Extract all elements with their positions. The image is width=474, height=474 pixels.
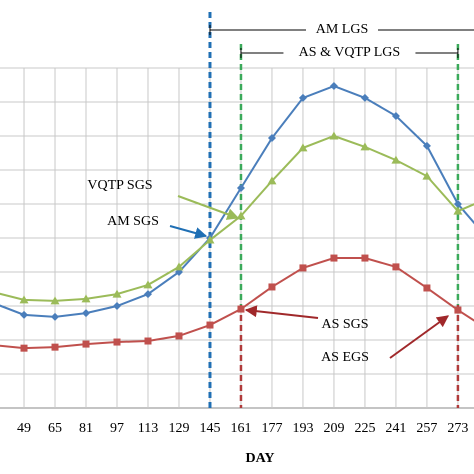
point bbox=[361, 254, 369, 262]
x-tick-label: 209 bbox=[323, 421, 344, 436]
annotation-arrow bbox=[389, 315, 449, 359]
point bbox=[20, 344, 28, 352]
point bbox=[19, 295, 29, 304]
point bbox=[329, 131, 339, 140]
point bbox=[144, 337, 152, 345]
point bbox=[143, 280, 153, 289]
point bbox=[360, 142, 370, 151]
x-tick-label: 49 bbox=[17, 421, 31, 436]
x-tick-label: 225 bbox=[354, 421, 375, 436]
point bbox=[299, 264, 307, 272]
point bbox=[453, 200, 462, 208]
x-tick-label: 257 bbox=[416, 421, 437, 436]
point bbox=[453, 206, 463, 215]
x-tick-label: 241 bbox=[385, 421, 406, 436]
x-tick-label: 65 bbox=[48, 421, 62, 436]
point bbox=[143, 290, 152, 299]
bracket-label: AM LGS bbox=[316, 22, 369, 37]
point bbox=[454, 306, 462, 314]
annotation: AS EGS bbox=[321, 350, 369, 365]
annotation: VQTP SGS bbox=[87, 178, 152, 193]
x-tick-label: 161 bbox=[230, 421, 251, 436]
x-tick-label: 273 bbox=[447, 421, 468, 436]
annotation: AS SGS bbox=[321, 317, 368, 332]
point bbox=[50, 296, 60, 305]
point bbox=[113, 338, 121, 346]
point bbox=[236, 184, 245, 193]
x-tick-label: 193 bbox=[292, 421, 313, 436]
x-tick-label: 113 bbox=[138, 421, 158, 436]
point bbox=[391, 111, 400, 120]
point bbox=[422, 171, 432, 180]
point bbox=[20, 310, 29, 319]
point bbox=[112, 302, 121, 310]
x-tick-label: 177 bbox=[261, 421, 282, 436]
point bbox=[423, 284, 431, 292]
bracket-label: AS & VQTP LGS bbox=[299, 45, 401, 60]
point bbox=[175, 332, 183, 340]
point bbox=[298, 143, 308, 152]
point bbox=[267, 134, 276, 143]
point bbox=[330, 254, 338, 262]
annotation-arrow bbox=[244, 305, 319, 319]
point bbox=[237, 305, 245, 313]
annotation-arrow bbox=[177, 195, 240, 220]
annotation-arrow bbox=[169, 225, 208, 239]
annotation: AM SGS bbox=[107, 214, 159, 229]
point bbox=[391, 155, 401, 164]
point bbox=[392, 263, 400, 271]
point bbox=[82, 309, 91, 318]
point bbox=[268, 283, 276, 291]
point bbox=[329, 82, 338, 91]
point bbox=[51, 343, 59, 351]
x-tick-label: 97 bbox=[110, 421, 124, 436]
x-tick-label: 145 bbox=[199, 421, 220, 436]
bracket-label-bg bbox=[306, 21, 378, 39]
point bbox=[112, 289, 122, 298]
point bbox=[422, 141, 431, 150]
point bbox=[174, 262, 184, 271]
point bbox=[298, 93, 307, 102]
point bbox=[206, 321, 214, 329]
point bbox=[51, 312, 60, 321]
point bbox=[360, 93, 369, 102]
point bbox=[81, 294, 91, 303]
x-tick-label: 81 bbox=[79, 421, 93, 436]
x-axis-label: DAY bbox=[245, 451, 274, 466]
point bbox=[205, 235, 215, 244]
x-tick-label: 129 bbox=[168, 421, 189, 436]
series-line bbox=[0, 84, 474, 318]
point bbox=[267, 176, 277, 185]
point bbox=[82, 340, 90, 348]
bracket-label-bg bbox=[283, 44, 416, 62]
